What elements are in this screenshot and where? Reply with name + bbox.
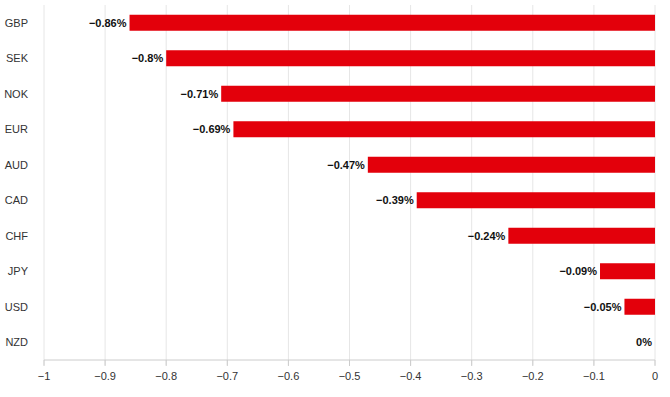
category-label: NZD	[5, 336, 28, 348]
tick-mark	[655, 360, 656, 366]
bar	[368, 157, 655, 173]
bar	[233, 121, 655, 137]
category-label: NOK	[4, 88, 29, 100]
tick-label: −1	[38, 370, 51, 382]
bar	[221, 86, 655, 102]
bar	[624, 299, 655, 315]
bar	[508, 228, 655, 244]
tick-label: −0.2	[522, 370, 544, 382]
bar	[417, 192, 655, 208]
tick-label: −0.3	[461, 370, 483, 382]
chart-container: −1 −0.9 −0.8 −0.7 −0.6 −0.5 −0.4 −0.3 −0.2 −0.1 0 G…	[0, 0, 670, 397]
data-label: −0.09%	[559, 265, 597, 277]
tick-label: −0.5	[339, 370, 361, 382]
tick-mark	[349, 360, 350, 366]
grid-line	[105, 5, 106, 365]
data-label: −0.71%	[181, 88, 219, 100]
tick-label: −0.4	[400, 370, 422, 382]
bars	[130, 15, 655, 315]
data-label: −0.69%	[193, 123, 231, 135]
x-axis-line	[44, 360, 655, 361]
bar	[130, 15, 655, 31]
tick-mark	[166, 360, 167, 366]
data-label: −0.05%	[584, 301, 622, 313]
data-label: −0.39%	[376, 194, 414, 206]
category-label: EUR	[5, 123, 28, 135]
category-label: AUD	[5, 159, 28, 171]
data-label: 0%	[636, 336, 652, 348]
data-label: −0.47%	[327, 159, 365, 171]
category-label: SEK	[6, 52, 29, 64]
category-label: JPY	[8, 265, 29, 277]
bar	[600, 263, 655, 279]
tick-label: 0	[652, 370, 658, 382]
data-label: −0.24%	[468, 230, 506, 242]
category-label: CHF	[5, 230, 28, 242]
data-label: −0.86%	[89, 17, 127, 29]
tick-mark	[593, 360, 594, 366]
tick-mark	[44, 360, 45, 366]
category-label: CAD	[5, 194, 28, 206]
category-label: USD	[5, 301, 28, 313]
data-label: −0.8%	[132, 52, 164, 64]
tick-mark	[532, 360, 533, 366]
bar	[166, 50, 655, 66]
category-label: GBP	[5, 17, 28, 29]
grid-line	[44, 5, 45, 365]
chart-svg: −1 −0.9 −0.8 −0.7 −0.6 −0.5 −0.4 −0.3 −0.2 −0.1 0 G…	[0, 0, 670, 397]
tick-mark	[227, 360, 228, 366]
tick-mark	[471, 360, 472, 366]
tick-label: −0.1	[583, 370, 605, 382]
tick-label: −0.9	[94, 370, 116, 382]
tick-mark	[410, 360, 411, 366]
tick-mark	[105, 360, 106, 366]
tick-mark	[288, 360, 289, 366]
tick-label: −0.8	[155, 370, 177, 382]
tick-label: −0.6	[278, 370, 300, 382]
tick-label: −0.7	[216, 370, 238, 382]
bar	[655, 334, 656, 350]
